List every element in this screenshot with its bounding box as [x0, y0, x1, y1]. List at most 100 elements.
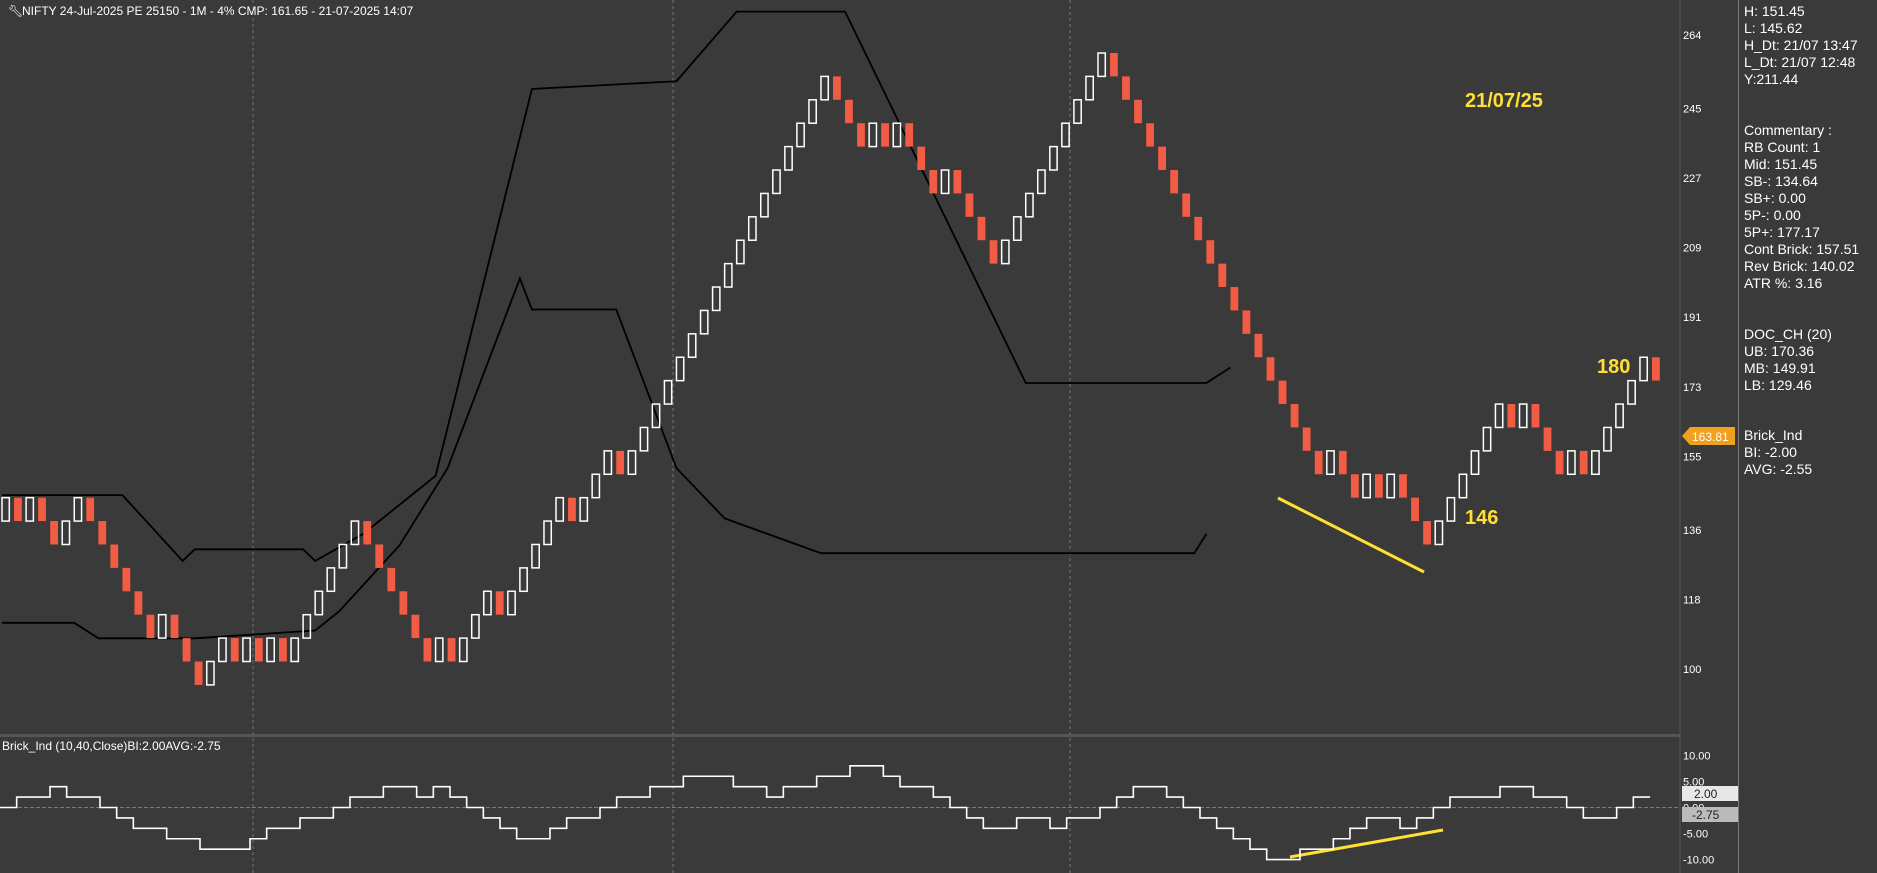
- renko-brick-down: [1507, 404, 1516, 428]
- renko-brick-up: [711, 286, 721, 312]
- renko-brick-up: [579, 496, 589, 522]
- renko-brick-down: [1170, 170, 1179, 194]
- doc_ch-line: UB: 170.36: [1744, 343, 1815, 359]
- renko-brick-up: [675, 356, 685, 382]
- renko-brick-down: [1110, 52, 1118, 77]
- price-tick-label: 136: [1683, 525, 1701, 537]
- doc-channel-info: DOC_CH (20) UB: 170.36 MB: 149.91 LB: 129.4…: [1744, 326, 1832, 394]
- renko-brick-down: [411, 614, 420, 639]
- renko-brick-up: [1470, 450, 1480, 476]
- renko-brick-up: [470, 613, 480, 639]
- renko-brick-down: [230, 638, 239, 662]
- renko-brick-up: [326, 567, 336, 593]
- renko-brick-down: [1218, 263, 1227, 288]
- renko-brick-down: [1579, 450, 1588, 475]
- renko-brick-up: [747, 216, 757, 241]
- renko-brick-up: [61, 520, 71, 546]
- renko-brick-up: [1386, 473, 1396, 499]
- wrench-icon[interactable]: 🔧︎: [8, 4, 24, 18]
- price-tag: 163.81: [1682, 427, 1735, 445]
- renko-brick-down: [182, 638, 191, 662]
- commentary-line: ATR %: 3.16: [1744, 275, 1823, 291]
- renko-brick-down: [110, 544, 119, 568]
- renko-brick-up: [555, 496, 565, 522]
- renko-brick-up: [651, 403, 661, 429]
- renko-brick-up: [820, 75, 830, 101]
- renko-brick-up: [699, 309, 709, 335]
- price-tick-label: 245: [1683, 103, 1701, 115]
- renko-brick-down: [495, 591, 504, 615]
- indicator-divergence-line: [1289, 828, 1444, 859]
- price-divergence-line: [1277, 496, 1425, 574]
- renko-brick-up: [543, 520, 553, 546]
- commentary-line: SB+: 0.00: [1744, 190, 1806, 206]
- indicator-value-tags: 2.00 -2.75: [1682, 786, 1738, 822]
- renko-brick-up: [266, 637, 276, 663]
- renko-brick-up: [1615, 403, 1624, 429]
- renko-brick-up: [1434, 520, 1444, 546]
- renko-brick-up: [892, 122, 902, 148]
- renko-brick-down: [1242, 310, 1251, 334]
- renko-brick-down: [1374, 474, 1383, 498]
- renko-brick-up: [73, 496, 83, 522]
- pane-divider: [0, 734, 1680, 737]
- indicator-pane: [0, 765, 1680, 861]
- renko-brick-up: [205, 660, 215, 686]
- renko-brick-up: [796, 122, 805, 148]
- brick_ind-line: Brick_Ind: [1744, 427, 1803, 443]
- ohlc-line: Y:211.44: [1744, 71, 1799, 87]
- renko-brick-down: [1158, 146, 1167, 171]
- renko-brick-down: [977, 216, 986, 241]
- renko-brick-up: [1446, 496, 1456, 522]
- renko-brick-up: [723, 262, 733, 288]
- renko-brick-up: [1326, 450, 1335, 476]
- price-axis: 100 118 136 155 173 191 209 227 245 264: [1679, 0, 1701, 873]
- price-tick-label: 264: [1683, 30, 1701, 42]
- renko-brick-up: [1049, 145, 1058, 171]
- renko-brick-down: [423, 638, 432, 662]
- renko-brick-up: [1591, 450, 1600, 476]
- renko-brick-up: [627, 450, 637, 476]
- renko-brick-up: [591, 473, 601, 499]
- renko-brick-down: [1290, 404, 1299, 428]
- renko-brick-down: [1555, 450, 1564, 475]
- donchian-lower-line: [2, 276, 1208, 640]
- brick_ind-line: BI: -2.00: [1744, 444, 1797, 460]
- renko-brick-down: [1206, 240, 1215, 264]
- renko-brick-down: [1266, 357, 1275, 381]
- commentary-line: 5P-: 0.00: [1744, 207, 1801, 223]
- renko-brick-up: [639, 426, 649, 452]
- renko-brick-up: [519, 567, 528, 593]
- renko-brick-down: [1338, 450, 1347, 475]
- renko-brick-down: [50, 521, 58, 545]
- chart-canvas[interactable]: 100 118 136 155 173 191 209 227 245 264 10.00 5.00…: [0, 0, 1738, 873]
- info-sidebar: H: 151.45 L: 145.62 H_Dt: 21/07 13:47 L_Dt:…: [1738, 0, 1877, 873]
- price-tick-label: 100: [1683, 664, 1701, 676]
- brick-ind-line: [0, 765, 1650, 861]
- renko-brick-up: [1458, 473, 1468, 499]
- brick-indicator-info: Brick_Ind BI: -2.00 AVG: -2.55: [1744, 427, 1812, 478]
- donchian-upper-line: [2, 10, 1231, 563]
- renko-brick-down: [1134, 99, 1142, 124]
- renko-brick-down: [568, 497, 576, 522]
- renko-brick-down: [953, 170, 962, 194]
- annotation-date: 21/07/25: [1465, 90, 1543, 112]
- renko-brick-up: [1639, 356, 1649, 382]
- renko-brick-up: [1012, 216, 1022, 241]
- renko-brick-down: [1194, 216, 1203, 241]
- ohlc-line: H_Dt: 21/07 13:47: [1744, 37, 1858, 53]
- renko-brick-down: [387, 567, 396, 592]
- renko-brick-down: [1230, 287, 1239, 311]
- commentary-line: 5P+: 177.17: [1744, 224, 1820, 240]
- renko-brick-up: [1037, 169, 1046, 195]
- annotation-level-low: 146: [1465, 507, 1498, 529]
- renko-brick-up: [1518, 403, 1528, 429]
- indicator-tick-label: -5.00: [1683, 829, 1708, 841]
- commentary-line: Commentary :: [1744, 122, 1832, 138]
- renko-brick-down: [254, 638, 263, 662]
- doc_ch-line: LB: 129.46: [1744, 377, 1812, 393]
- renko-brick-up: [1362, 473, 1371, 499]
- renko-brick-down: [194, 661, 203, 685]
- renko-brick-up: [772, 169, 781, 195]
- renko-brick-down: [1182, 193, 1191, 217]
